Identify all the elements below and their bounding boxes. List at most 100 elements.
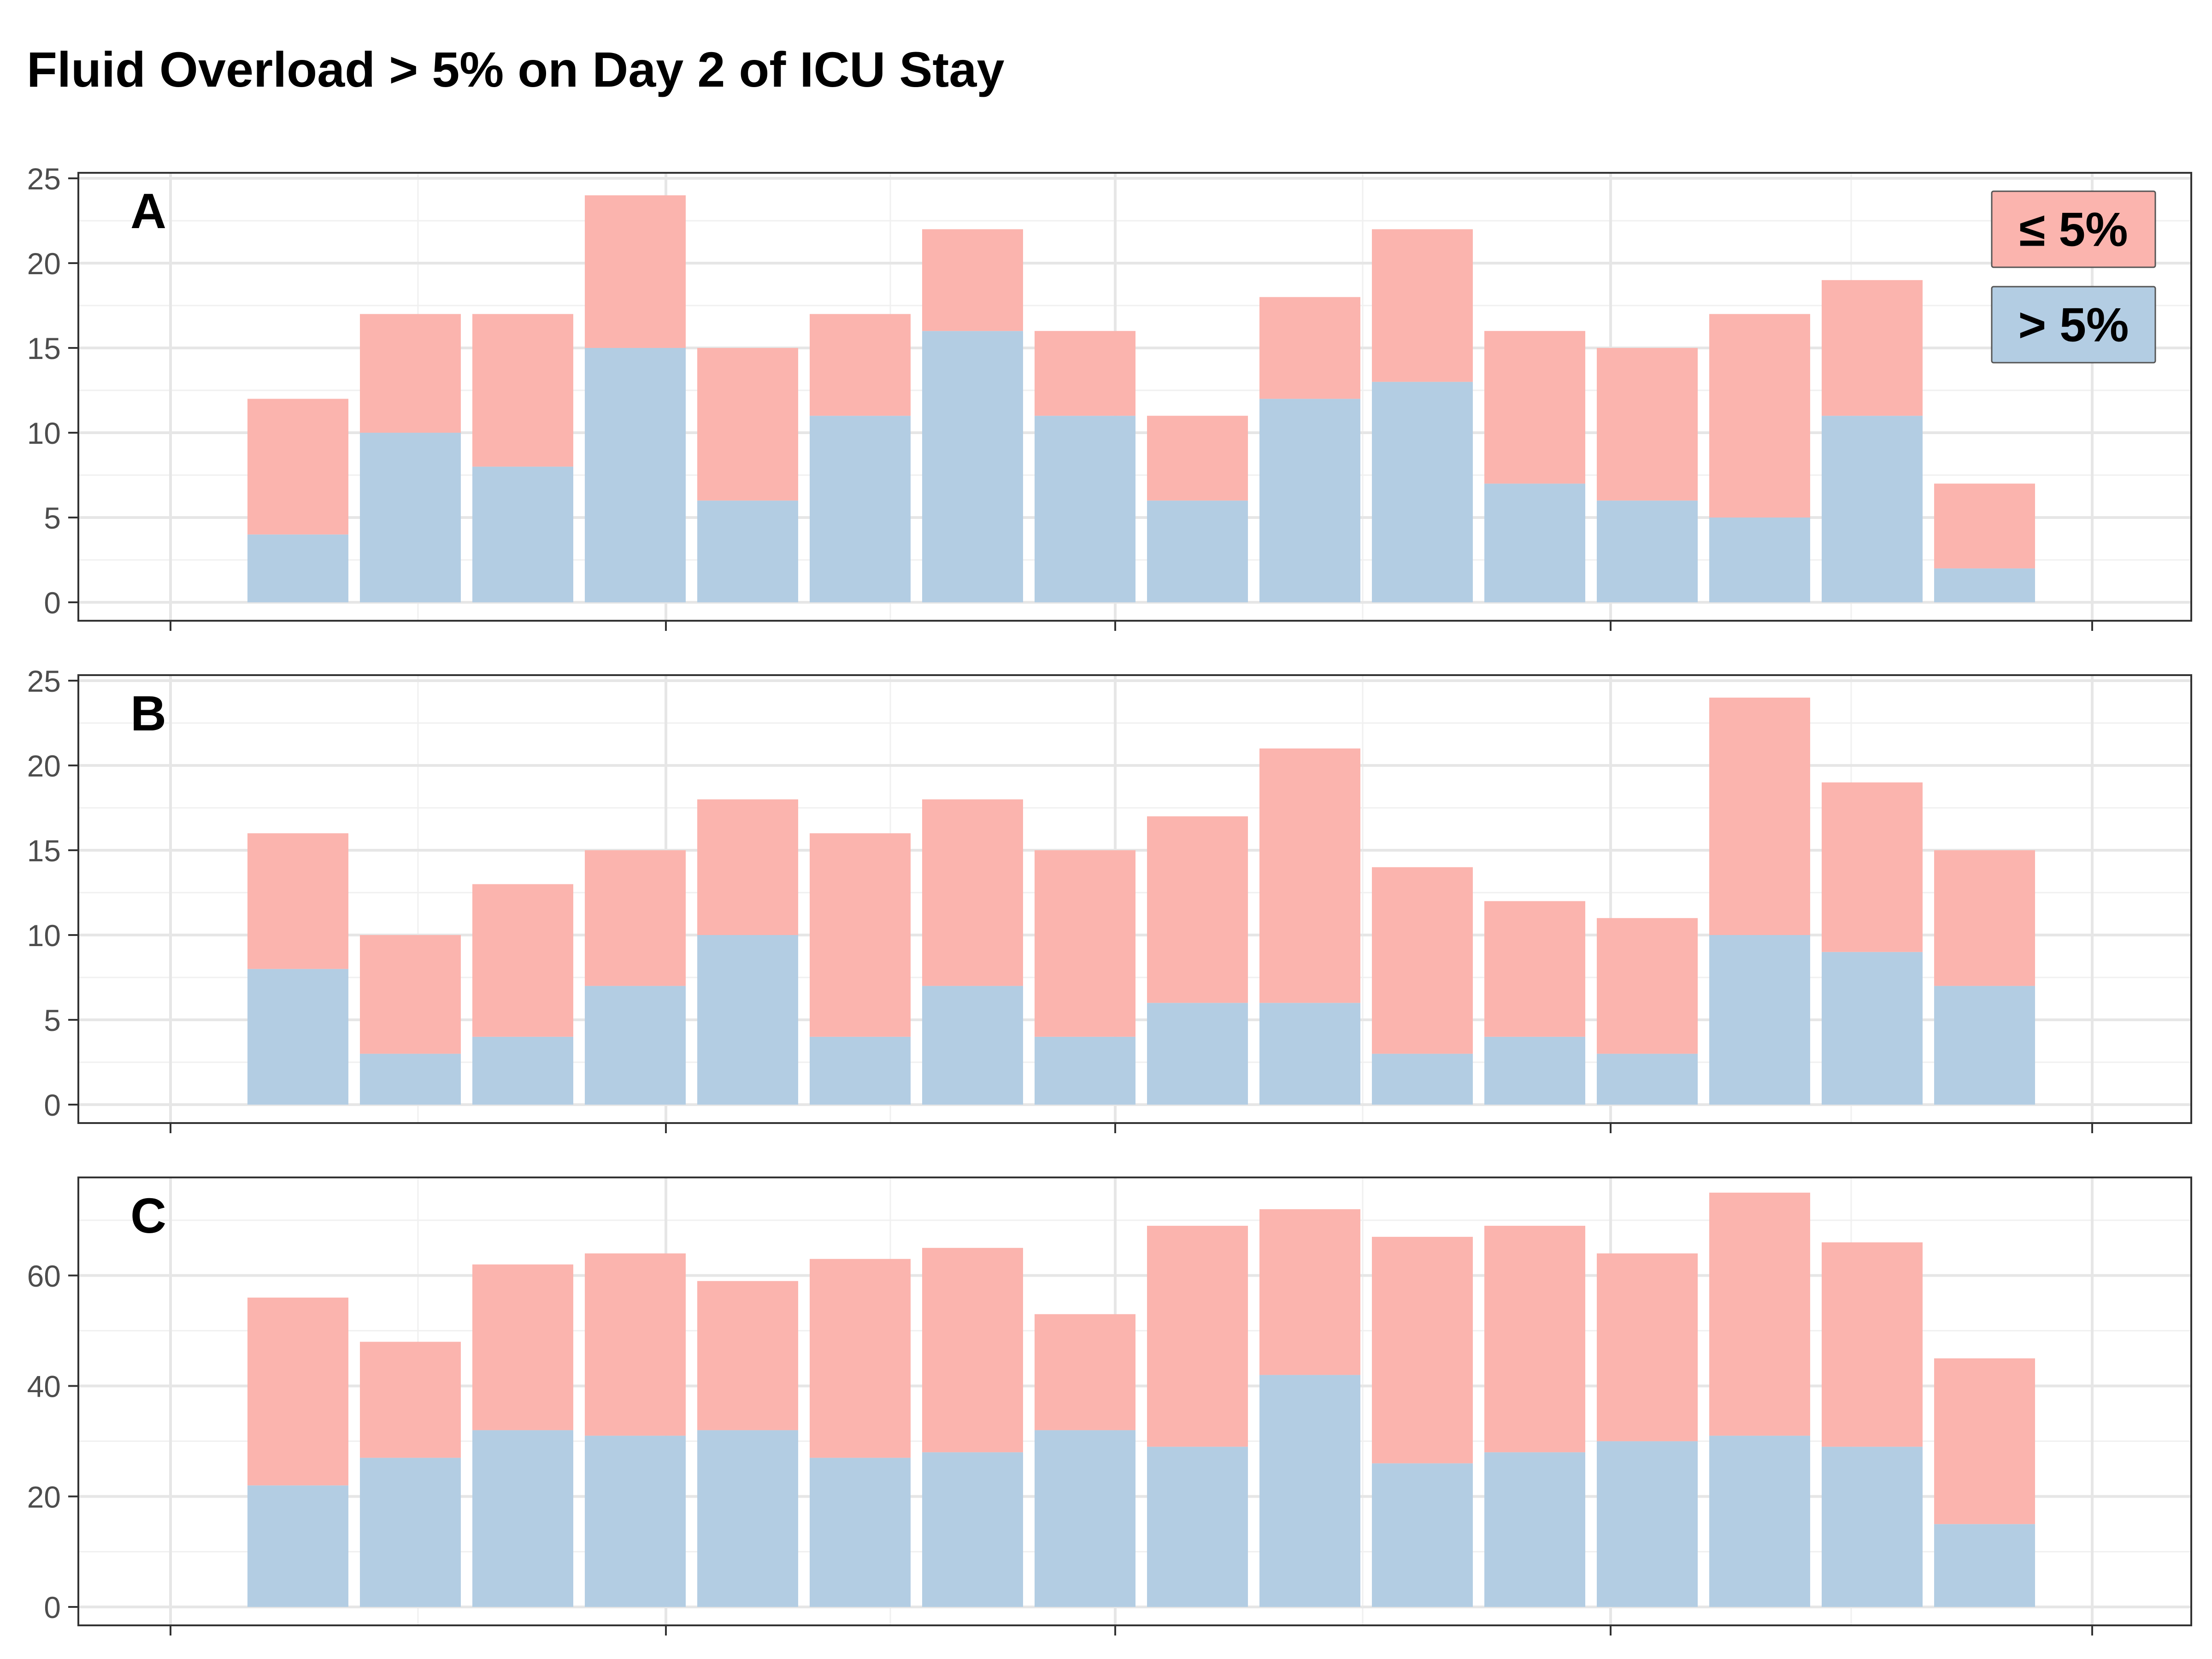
panel-c: 0 20 40 60 C bbox=[27, 1177, 2192, 1635]
bar-under-5-16 bbox=[1934, 850, 2035, 986]
bar-over-5-3 bbox=[472, 1430, 573, 1607]
bar-over-5-10 bbox=[1259, 399, 1360, 602]
bar-under-5-15 bbox=[1822, 280, 1923, 416]
bar-under-5-11 bbox=[1372, 867, 1473, 1054]
y-tick-label: 0 bbox=[44, 1590, 61, 1624]
bar-under-5-10 bbox=[1259, 748, 1360, 1003]
bar-over-5-11 bbox=[1372, 1053, 1473, 1105]
bar-under-5-12 bbox=[1484, 331, 1585, 484]
bar-over-5-16 bbox=[1934, 986, 2035, 1105]
y-tick-label: 0 bbox=[44, 586, 61, 620]
bar-under-5-7 bbox=[922, 229, 1023, 331]
bar-over-5-3 bbox=[472, 1036, 573, 1105]
bar-over-5-15 bbox=[1822, 1447, 1923, 1607]
bar-under-5-14 bbox=[1709, 314, 1810, 518]
bar-over-5-2 bbox=[360, 1053, 461, 1105]
bar-under-5-1 bbox=[247, 399, 348, 535]
bar-under-5-10 bbox=[1259, 1209, 1360, 1375]
bar-over-5-8 bbox=[1035, 416, 1135, 602]
panel-b: 0 5 10 15 20 25 B bbox=[27, 664, 2192, 1133]
bar-over-5-14 bbox=[1709, 518, 1810, 602]
bar-under-5-4 bbox=[585, 1253, 686, 1436]
bar-under-5-16 bbox=[1934, 483, 2035, 569]
bar-under-5-14 bbox=[1709, 1193, 1810, 1436]
y-tick-label: 5 bbox=[44, 1003, 61, 1037]
panel-label: C bbox=[130, 1188, 166, 1243]
bar-under-5-6 bbox=[810, 833, 911, 1037]
chart-title: Fluid Overload > 5% on Day 2 of ICU Stay bbox=[27, 41, 1005, 97]
chart-legend: ≤ 5% > 5% bbox=[1991, 190, 2156, 364]
bar-over-5-2 bbox=[360, 433, 461, 602]
bar-under-5-3 bbox=[472, 314, 573, 467]
bar-under-5-5 bbox=[697, 348, 798, 501]
bar-over-5-2 bbox=[360, 1458, 461, 1607]
bar-under-5-13 bbox=[1597, 348, 1698, 501]
bar-over-5-11 bbox=[1372, 382, 1473, 602]
legend-label: ≤ 5% bbox=[2019, 203, 2128, 257]
panel-label: B bbox=[130, 685, 166, 741]
panel-border bbox=[77, 1177, 2192, 1626]
y-tick-label: 25 bbox=[27, 162, 61, 196]
bar-under-5-6 bbox=[810, 1259, 911, 1458]
bar-under-5-5 bbox=[697, 799, 798, 935]
bar-under-5-13 bbox=[1597, 918, 1698, 1054]
chart-panels: 0 5 10 15 20 25 A 0 5 10 15 20 25 B 0 20 40 60 C bbox=[27, 162, 2192, 1635]
bar-under-5-15 bbox=[1822, 782, 1923, 952]
bar-under-5-9 bbox=[1147, 416, 1248, 501]
bar-under-5-2 bbox=[360, 314, 461, 433]
bar-over-5-12 bbox=[1484, 1452, 1585, 1607]
bar-over-5-4 bbox=[585, 348, 686, 602]
y-tick-label: 15 bbox=[27, 331, 61, 365]
bar-over-5-6 bbox=[810, 416, 911, 602]
bar-under-5-11 bbox=[1372, 1236, 1473, 1464]
bar-over-5-14 bbox=[1709, 1435, 1810, 1607]
y-tick-label: 20 bbox=[27, 247, 61, 281]
bar-over-5-15 bbox=[1822, 416, 1923, 602]
bar-over-5-7 bbox=[922, 331, 1023, 602]
bar-over-5-5 bbox=[697, 1430, 798, 1607]
bar-under-5-11 bbox=[1372, 229, 1473, 382]
panel-border bbox=[77, 172, 2192, 622]
bar-over-5-1 bbox=[247, 534, 348, 602]
bar-under-5-3 bbox=[472, 884, 573, 1037]
y-tick-label: 10 bbox=[27, 416, 61, 450]
legend-entry-2: > 5% bbox=[1991, 286, 2156, 364]
bar-over-5-10 bbox=[1259, 1375, 1360, 1607]
bar-under-5-5 bbox=[697, 1281, 798, 1430]
panel-border bbox=[77, 674, 2192, 1124]
bar-under-5-8 bbox=[1035, 331, 1135, 416]
bar-over-5-9 bbox=[1147, 500, 1248, 602]
bar-over-5-13 bbox=[1597, 1441, 1698, 1607]
panel-a: 0 5 10 15 20 25 A bbox=[27, 162, 2192, 631]
bar-over-5-6 bbox=[810, 1036, 911, 1105]
bar-over-5-3 bbox=[472, 466, 573, 602]
bar-under-5-10 bbox=[1259, 297, 1360, 399]
bar-over-5-15 bbox=[1822, 952, 1923, 1105]
bar-over-5-1 bbox=[247, 969, 348, 1105]
y-tick-label: 5 bbox=[44, 501, 61, 535]
bar-over-5-8 bbox=[1035, 1430, 1135, 1607]
legend-entry-1: ≤ 5% bbox=[1991, 190, 2156, 268]
bar-over-5-5 bbox=[697, 500, 798, 602]
bar-under-5-12 bbox=[1484, 1225, 1585, 1453]
bar-over-5-16 bbox=[1934, 568, 2035, 602]
y-tick-label: 20 bbox=[27, 1480, 61, 1514]
bar-under-5-9 bbox=[1147, 816, 1248, 1003]
bar-over-5-9 bbox=[1147, 1003, 1248, 1105]
y-tick-label: 20 bbox=[27, 749, 61, 783]
bar-under-5-2 bbox=[360, 1341, 461, 1458]
bar-under-5-4 bbox=[585, 195, 686, 348]
y-tick-label: 60 bbox=[27, 1259, 61, 1293]
bar-under-5-8 bbox=[1035, 1314, 1135, 1430]
bar-over-5-10 bbox=[1259, 1003, 1360, 1105]
bar-under-5-4 bbox=[585, 850, 686, 986]
bar-under-5-6 bbox=[810, 314, 911, 416]
bar-under-5-14 bbox=[1709, 697, 1810, 935]
bar-under-5-8 bbox=[1035, 850, 1135, 1037]
bar-over-5-13 bbox=[1597, 500, 1698, 602]
bar-under-5-16 bbox=[1934, 1358, 2035, 1524]
bar-under-5-2 bbox=[360, 935, 461, 1054]
y-tick-label: 0 bbox=[44, 1088, 61, 1122]
panel-label: A bbox=[130, 183, 166, 239]
